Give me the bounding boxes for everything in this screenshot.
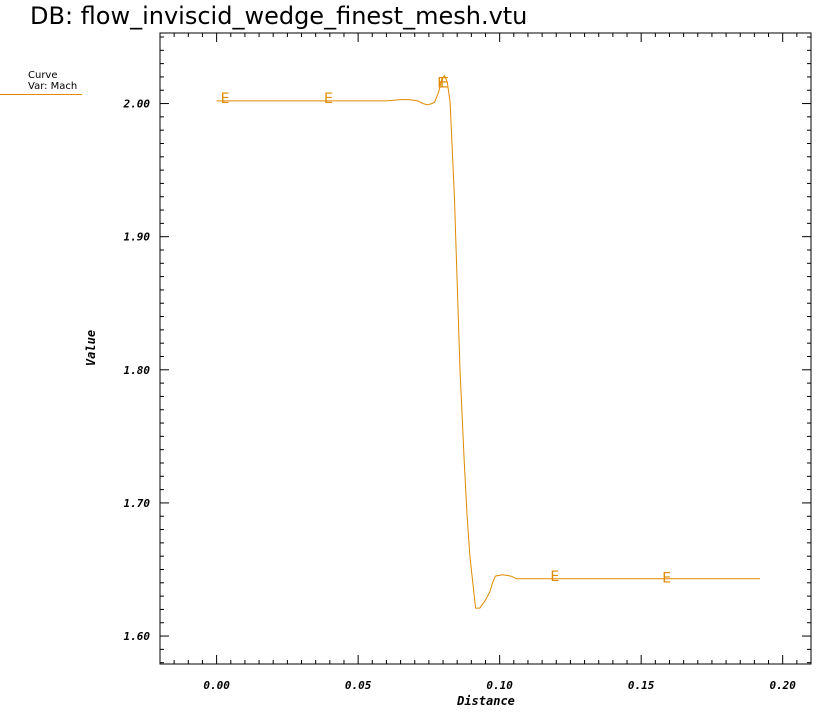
y-tick-label: 1.70	[124, 497, 151, 510]
axis-ticks	[159, 33, 812, 664]
x-tick-label: 0.00	[203, 679, 230, 692]
plot-border	[159, 32, 812, 665]
y-tick-label: 1.80	[124, 364, 151, 377]
y-axis-title: Value	[84, 330, 98, 366]
x-tick-label: 0.15	[628, 679, 655, 692]
series-marker: E	[324, 91, 333, 107]
y-tick-label: 2.00	[123, 98, 151, 111]
series-line-mach	[216, 74, 761, 609]
series-marker: E	[662, 570, 671, 586]
legend-line-swatch	[0, 94, 82, 95]
x-tick-label: 0.05	[345, 679, 372, 692]
series-marker: E	[440, 75, 449, 91]
legend-curve-label: Curve	[28, 70, 58, 81]
x-tick-label: 0.20	[769, 679, 796, 692]
database-title: DB: flow_inviscid_wedge_finest_mesh.vtu	[30, 2, 528, 30]
tick-labels: 0.00 0.05 0.10 0.15 0.20 1.60 1.70 1.80 1.90 2.00	[123, 98, 797, 692]
y-tick-label: 1.90	[124, 231, 151, 244]
series-marker: E	[550, 569, 559, 585]
plot-frame	[159, 32, 812, 665]
series-marker: E	[221, 91, 230, 107]
series-marker: E	[437, 75, 446, 91]
y-tick-label: 1.60	[124, 630, 151, 643]
x-tick-label: 0.10	[486, 679, 513, 692]
x-axis-title: Distance	[456, 694, 515, 708]
legend-variable-label: Var: Mach	[28, 81, 78, 92]
